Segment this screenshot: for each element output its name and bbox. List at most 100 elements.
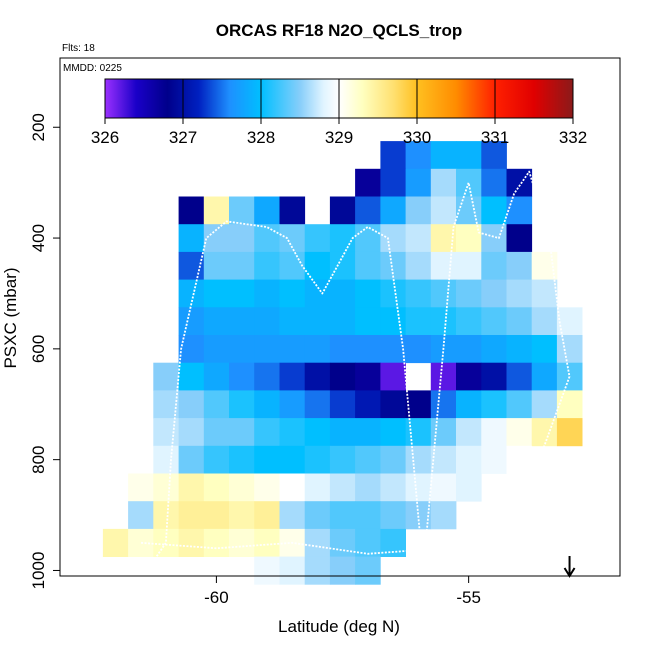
heatmap-cell [405, 168, 432, 197]
heatmap-cell [430, 362, 457, 391]
heatmap-cell [506, 224, 533, 253]
heatmap-cell [203, 279, 230, 308]
heatmap-cell [380, 445, 406, 474]
heatmap-cell [355, 390, 381, 419]
heatmap-cell [229, 279, 255, 308]
heatmap-cell [405, 473, 432, 502]
heatmap-cell [203, 528, 230, 557]
heatmap-cell [506, 335, 533, 364]
heatmap-cell [178, 224, 205, 253]
heatmap-cell [178, 279, 205, 308]
heatmap-cell [329, 473, 356, 502]
heatmap-cell [456, 279, 482, 308]
heatmap-cell [405, 390, 432, 419]
heatmap-cell [506, 418, 533, 447]
heatmap-cell [304, 335, 331, 364]
heatmap-cell [229, 501, 255, 530]
y-tick-label: 200 [29, 113, 48, 141]
heatmap-cell [304, 556, 331, 585]
heatmap-cell [304, 418, 331, 447]
heatmap-cell [456, 251, 482, 280]
heatmap-cell [279, 501, 306, 530]
heatmap-cell [405, 335, 432, 364]
heatmap-cell [203, 501, 230, 530]
heatmap-cell [506, 168, 533, 197]
heatmap-cell [279, 362, 306, 391]
heatmap-cell [405, 307, 432, 336]
heatmap-cell [254, 196, 280, 225]
heatmap-cell [279, 418, 306, 447]
heatmap-cell [506, 279, 533, 308]
heatmap-cell [279, 279, 306, 308]
heatmap-cell [254, 335, 280, 364]
heatmap-cell [329, 390, 356, 419]
heatmap-cell [380, 141, 406, 170]
heatmap-cell [355, 307, 381, 336]
heatmap-cell [531, 390, 558, 419]
heatmap-cell [430, 445, 457, 474]
colorbar-tick-label: 328 [247, 128, 275, 147]
heatmap-cell [254, 362, 280, 391]
heatmap-cell [304, 279, 331, 308]
x-axis: -60 -55 [204, 576, 481, 607]
heatmap-cell [254, 224, 280, 253]
heatmap-cell [102, 528, 129, 557]
flights-label: Flts: 18 [62, 43, 95, 54]
heatmap-cell [380, 501, 406, 530]
heatmap-cell [355, 528, 381, 557]
heatmap-cell [430, 473, 457, 502]
y-axis-label: PSXC (mbar) [1, 267, 20, 368]
heatmap-cell [355, 418, 381, 447]
heatmap-cell [380, 473, 406, 502]
heatmap-cell [481, 307, 507, 336]
heatmap-cell [355, 196, 381, 225]
heatmap-cell [506, 307, 533, 336]
heatmap-cell [506, 362, 533, 391]
heatmap-cell [405, 251, 432, 280]
heatmap-cell [203, 307, 230, 336]
heatmap-cell [380, 279, 406, 308]
heatmap-cell [380, 362, 406, 391]
heatmap-cell [481, 168, 507, 197]
heatmap-cell [355, 279, 381, 308]
colorbar-tick-label: 331 [481, 128, 509, 147]
x-tick-label: -60 [204, 588, 229, 607]
heatmap-cell [380, 196, 406, 225]
heatmap-cell [254, 528, 280, 557]
heatmap-cell [279, 335, 306, 364]
heatmap-cell [405, 445, 432, 474]
heatmap-cell [456, 390, 482, 419]
heatmap-cell [531, 307, 558, 336]
heatmap-cell [128, 473, 154, 502]
heatmap-cell [481, 390, 507, 419]
heatmap-cell [329, 224, 356, 253]
heatmap-cell [329, 445, 356, 474]
heatmap-cell [430, 501, 457, 530]
x-tick-label: -55 [456, 588, 481, 607]
heatmap-cell [279, 390, 306, 419]
heatmap-cell [380, 224, 406, 253]
heatmap-cells [102, 141, 583, 585]
heatmap-cell [481, 445, 507, 474]
heatmap-cell [229, 307, 255, 336]
heatmap-cell [304, 251, 331, 280]
heatmap-cell [153, 501, 179, 530]
heatmap-cell [229, 445, 255, 474]
heatmap-cell [556, 335, 583, 364]
heatmap-cell [254, 473, 280, 502]
colorbar-tick-label: 330 [403, 128, 431, 147]
heatmap-cell [380, 251, 406, 280]
heatmap-cell [430, 279, 457, 308]
y-tick-label: 600 [29, 335, 48, 363]
heatmap-cell [430, 196, 457, 225]
heatmap-cell [456, 445, 482, 474]
heatmap-cell [481, 335, 507, 364]
colorbar: 326 327 328 329 330 331 332 [91, 78, 587, 147]
heatmap-cell [254, 307, 280, 336]
heatmap-cell [229, 390, 255, 419]
heatmap-cell [203, 196, 230, 225]
heatmap-cell [203, 335, 230, 364]
heatmap-cell [329, 335, 356, 364]
heatmap-cell [405, 196, 432, 225]
heatmap-cell [531, 418, 558, 447]
